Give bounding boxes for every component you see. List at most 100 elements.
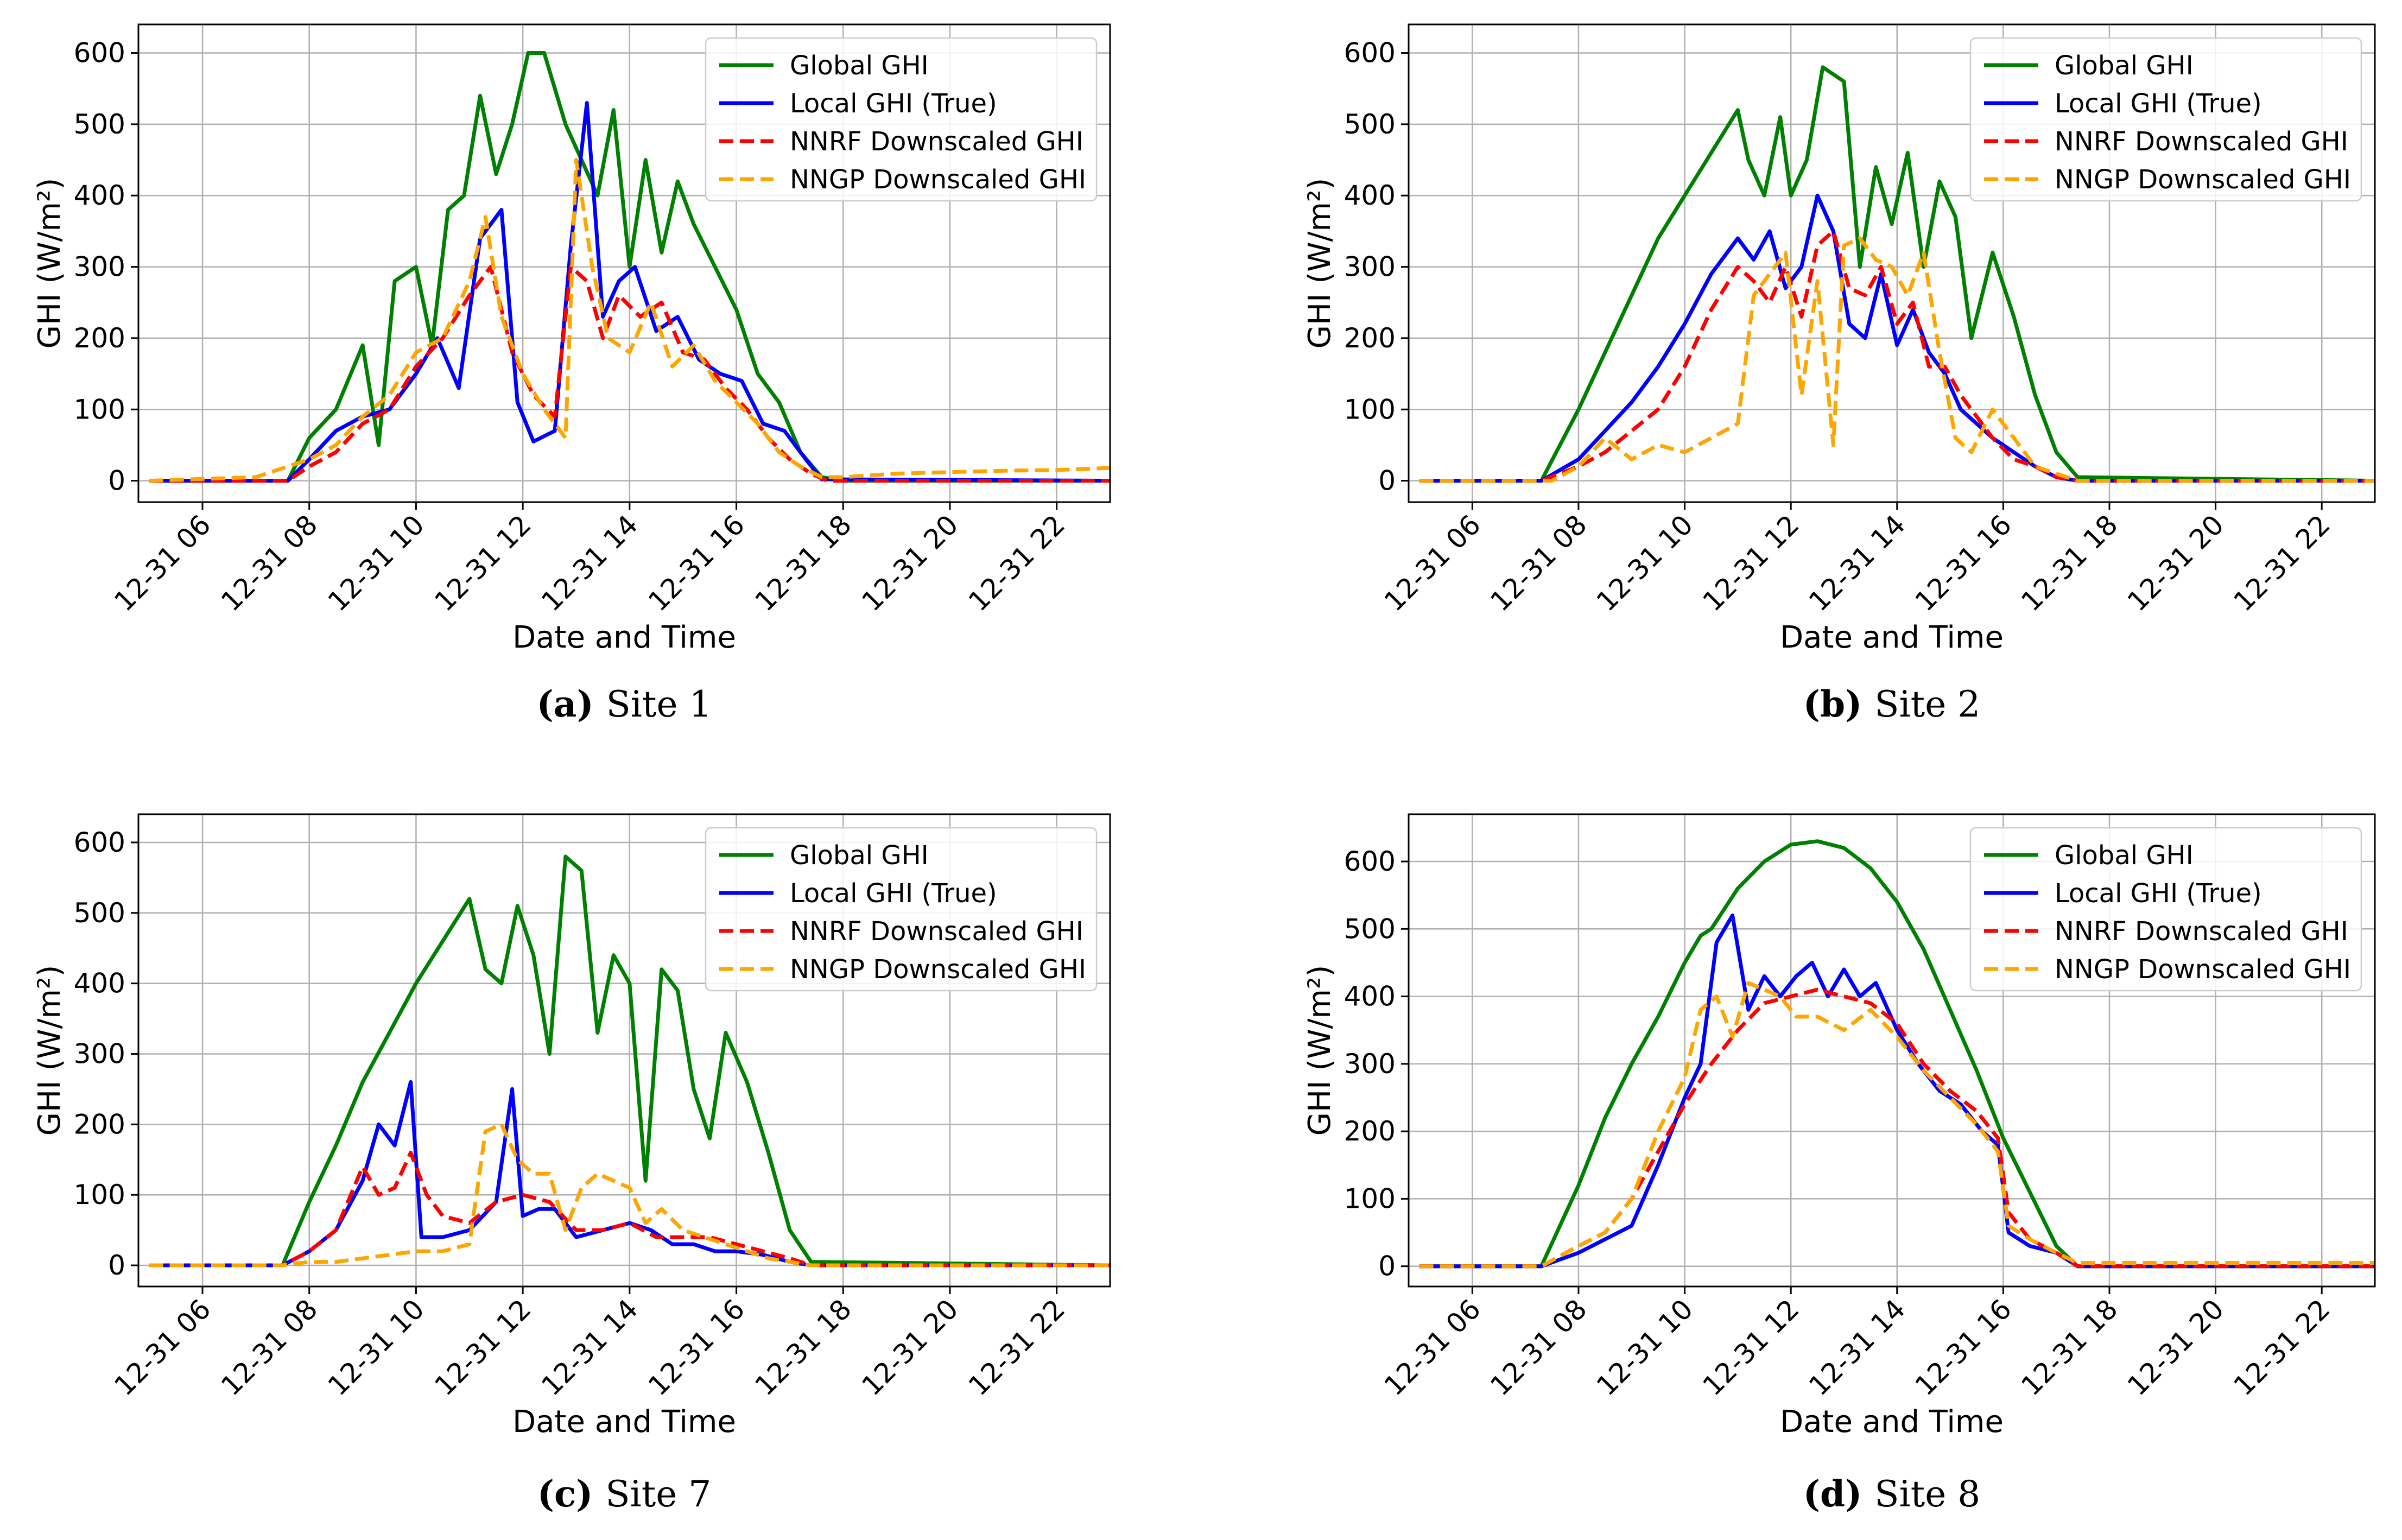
x-tick-label: 12-31 22	[962, 509, 1071, 617]
plot-frame	[1408, 23, 2376, 503]
legend: Global GHI Local GHI (True) NNRF Downscale…	[1969, 827, 2362, 992]
x-tick-label: 12-31 18	[2015, 509, 2124, 617]
y-tick-label: 400	[74, 180, 125, 211]
x-tick-label: 12-31 16	[1909, 1293, 2018, 1402]
caption-letter: (b)	[1803, 683, 1875, 725]
legend-box	[1969, 827, 2362, 992]
plot-frame	[137, 813, 1111, 1288]
x-tick-label: 12-31 06	[1378, 1293, 1487, 1402]
y-axis-label: GHI (W/m²)	[32, 178, 67, 349]
caption-letter: (d)	[1803, 1473, 1875, 1515]
legend-box	[1969, 37, 2362, 202]
legend-label-nnrf: NNRF Downscaled GHI	[2055, 126, 2348, 157]
x-tick-label: 12-31 06	[109, 1293, 217, 1402]
y-tick-label: 0	[108, 465, 125, 497]
legend-label-nngp: NNGP Downscaled GHI	[790, 164, 1086, 195]
y-tick-label: 100	[74, 394, 125, 425]
caption-letter: (a)	[536, 683, 606, 725]
y-axis-label: GHI (W/m²)	[32, 965, 67, 1136]
series-line-nngp	[149, 1122, 1110, 1268]
y-axis-label: GHI (W/m²)	[1302, 965, 1338, 1136]
panel-caption: (b) Site 2	[1803, 683, 1980, 725]
y-tick-label: 500	[74, 897, 125, 929]
x-tick-label: 12-31 10	[322, 509, 430, 617]
x-axis-label: Date and Time	[512, 1404, 736, 1440]
y-tick-label: 0	[1378, 1251, 1396, 1282]
y-tick-label: 100	[74, 1179, 125, 1211]
y-tick-label: 300	[1344, 1048, 1396, 1080]
x-tick-label: 12-31 18	[749, 1293, 858, 1402]
caption-site: Site 7	[605, 1473, 711, 1515]
y-tick-label: 400	[1344, 180, 1396, 211]
legend-label-nnrf: NNRF Downscaled GHI	[2055, 916, 2348, 947]
panel-caption: (a) Site 1	[536, 683, 712, 725]
x-tick-label: 12-31 22	[2228, 509, 2336, 617]
legend-label-global: Global GHI	[790, 840, 929, 871]
y-tick-label: 100	[1344, 1183, 1396, 1214]
x-tick-label: 12-31 12	[429, 509, 537, 617]
x-tick-label: 12-31 10	[1590, 1293, 1699, 1402]
plot-frame	[1408, 813, 2376, 1288]
y-tick-label: 500	[74, 109, 125, 140]
x-axis-label: Date and Time	[1780, 1404, 2004, 1440]
legend: Global GHI Local GHI (True) NNRF Downscale…	[705, 827, 1098, 992]
legend-label-nnrf: NNRF Downscaled GHI	[790, 126, 1083, 157]
x-tick-label: 12-31 22	[2228, 1293, 2336, 1402]
x-tick-label: 12-31 12	[1697, 1293, 1805, 1402]
y-tick-label: 600	[1344, 37, 1396, 69]
legend-label-global: Global GHI	[2055, 840, 2194, 871]
x-tick-label: 12-31 08	[1484, 1293, 1593, 1402]
panel-caption: (c) Site 7	[537, 1473, 712, 1515]
legend-label-global: Global GHI	[2055, 50, 2194, 81]
series-line-nngp	[1419, 236, 2375, 483]
y-axis-label: GHI (W/m²)	[1302, 178, 1338, 349]
x-tick-label: 12-31 22	[962, 1293, 1071, 1402]
caption-site: Site 8	[1874, 1473, 1980, 1515]
x-tick-label: 12-31 08	[215, 509, 324, 617]
x-tick-label: 12-31 08	[215, 1293, 324, 1402]
series-line-local	[149, 101, 1111, 483]
caption-letter: (c)	[537, 1473, 606, 1515]
x-tick-label: 12-31 12	[429, 1293, 537, 1402]
x-tick-label: 12-31 16	[642, 509, 751, 617]
y-tick-label: 0	[108, 1250, 125, 1281]
y-tick-label: 500	[1344, 109, 1396, 140]
series-line-global	[149, 854, 1111, 1268]
legend-label-nngp: NNGP Downscaled GHI	[2055, 954, 2351, 985]
y-tick-label: 300	[1344, 251, 1396, 283]
legend-label-local: Local GHI (True)	[790, 878, 997, 909]
y-tick-label: 500	[1344, 913, 1396, 945]
legend-box	[705, 827, 1098, 992]
x-tick-label: 12-31 16	[642, 1293, 751, 1402]
series-line-nngp	[149, 158, 1111, 483]
x-tick-label: 12-31 14	[535, 1293, 644, 1402]
series-line-global	[1419, 839, 2375, 1269]
legend: Global GHI Local GHI (True) NNRF Downscale…	[705, 37, 1098, 202]
y-tick-label: 300	[74, 1038, 125, 1069]
legend-label-local: Local GHI (True)	[2055, 88, 2262, 119]
x-tick-label: 12-31 10	[322, 1293, 430, 1402]
y-tick-label: 200	[74, 1108, 125, 1140]
y-tick-label: 600	[1344, 846, 1396, 877]
x-axis-label: Date and Time	[1780, 620, 2004, 655]
legend: Global GHI Local GHI (True) NNRF Downscale…	[1969, 37, 2362, 202]
legend-label-nngp: NNGP Downscaled GHI	[790, 954, 1086, 985]
y-tick-label: 300	[74, 251, 125, 283]
caption-site: Site 1	[606, 683, 712, 725]
series-line-local	[149, 1080, 1110, 1268]
x-axis-label: Date and Time	[512, 620, 736, 655]
y-tick-label: 200	[1344, 322, 1396, 354]
y-tick-label: 600	[74, 827, 125, 858]
x-tick-label: 12-31 14	[1803, 1293, 1911, 1402]
x-tick-label: 12-31 20	[2121, 1293, 2230, 1402]
legend-label-global: Global GHI	[790, 50, 929, 81]
panel-caption: (d) Site 8	[1803, 1473, 1980, 1515]
series-line-nnrf	[149, 1150, 1110, 1268]
legend-label-local: Local GHI (True)	[790, 88, 997, 119]
x-tick-label: 12-31 20	[2121, 509, 2230, 617]
y-tick-label: 0	[1378, 465, 1396, 497]
